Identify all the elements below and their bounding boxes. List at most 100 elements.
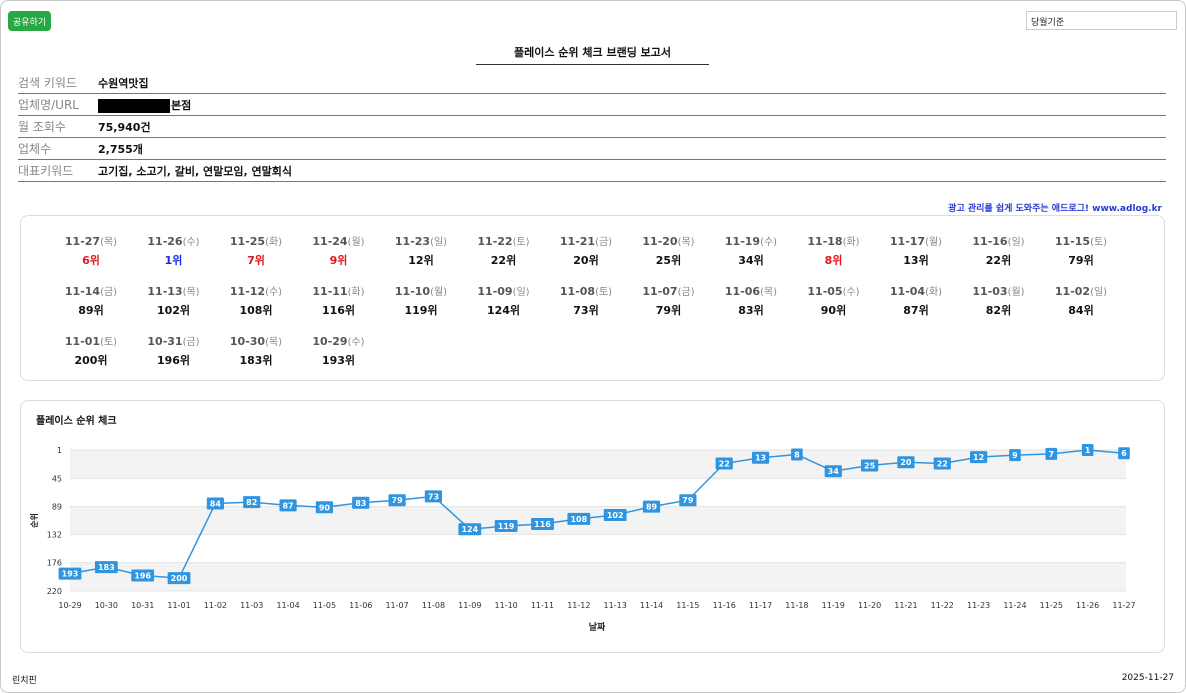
rank-date: 11-06(목) bbox=[711, 283, 791, 298]
rank-value: 79위 bbox=[1068, 254, 1094, 267]
y-tick-label: 45 bbox=[52, 474, 62, 483]
rank-date: 11-21(금) bbox=[546, 233, 626, 248]
share-button[interactable]: 공유하기 bbox=[8, 11, 51, 31]
business-name-suffix: 본점 bbox=[171, 99, 192, 112]
rank-value: 79위 bbox=[655, 304, 682, 317]
x-tick-label: 11-17 bbox=[749, 601, 772, 610]
x-tick-label: 11-12 bbox=[567, 601, 590, 610]
data-point-marker bbox=[1118, 447, 1130, 460]
data-label: 119 bbox=[498, 522, 515, 531]
info-label: 월 조회수 bbox=[18, 120, 66, 134]
rank-value: 82위 bbox=[985, 304, 1012, 317]
data-label: 1 bbox=[1085, 446, 1091, 455]
rank-date-text: 11-10 bbox=[394, 285, 431, 298]
data-point-marker bbox=[715, 457, 733, 470]
data-point-marker bbox=[1045, 447, 1058, 460]
data-point-marker bbox=[791, 448, 803, 461]
rank-cell: 11-17(월) 13위 bbox=[876, 233, 956, 268]
data-label: 193 bbox=[62, 570, 79, 579]
rank-date: 11-01(토) bbox=[51, 333, 131, 348]
rank-value: 34위 bbox=[738, 254, 764, 267]
rank-cell: 11-03(월) 82위 bbox=[959, 283, 1039, 318]
data-label: 79 bbox=[392, 496, 404, 505]
data-label: 13 bbox=[755, 454, 766, 463]
data-point-marker bbox=[642, 500, 661, 513]
rank-date-text: 11-14 bbox=[64, 285, 101, 298]
data-point-marker bbox=[1009, 449, 1021, 462]
rank-weekday: (토) bbox=[100, 337, 118, 348]
rank-weekday: (목) bbox=[265, 337, 283, 348]
data-label: 7 bbox=[1049, 450, 1055, 459]
data-point-marker bbox=[315, 501, 334, 514]
rank-value: 20위 bbox=[573, 254, 599, 267]
x-tick-label: 11-27 bbox=[1112, 601, 1135, 610]
x-tick-label: 11-20 bbox=[858, 601, 881, 610]
rank-date-text: 11-19 bbox=[724, 235, 761, 248]
rank-date-text: 11-26 bbox=[147, 235, 183, 248]
info-row-business-count: 업체수 2,755개 bbox=[18, 140, 1166, 160]
data-point-marker bbox=[424, 490, 443, 503]
rank-value: 7위 bbox=[247, 254, 265, 267]
data-label: 20 bbox=[900, 458, 912, 467]
rank-weekday: (목) bbox=[100, 237, 118, 248]
rank-weekday: (화) bbox=[842, 237, 860, 248]
data-label: 25 bbox=[864, 461, 876, 470]
rank-value: 90위 bbox=[820, 304, 847, 317]
x-tick-label: 11-04 bbox=[276, 601, 299, 610]
data-label: 12 bbox=[973, 453, 984, 462]
data-point-marker bbox=[388, 494, 406, 507]
rank-cell: 11-26(수) 1위 bbox=[134, 233, 214, 268]
rank-date: 11-11(화) bbox=[299, 283, 379, 298]
rank-cell: 11-16(일) 22위 bbox=[959, 233, 1039, 268]
info-value: 2,755개 bbox=[98, 143, 143, 156]
rank-date: 11-02(일) bbox=[1041, 283, 1121, 298]
x-tick-label: 10-29 bbox=[58, 601, 81, 610]
rank-date-text: 11-18 bbox=[807, 235, 843, 248]
rank-cell: 11-09(일) 124위 bbox=[464, 283, 544, 318]
rank-value: 22위 bbox=[985, 254, 1012, 267]
rank-cell: 11-08(토) 73위 bbox=[546, 283, 626, 318]
rank-value: 116위 bbox=[321, 304, 356, 317]
data-point-marker bbox=[751, 451, 770, 464]
info-label: 대표키워드 bbox=[18, 164, 74, 178]
x-tick-label: 11-07 bbox=[385, 601, 408, 610]
data-point-marker bbox=[167, 572, 191, 585]
rank-date: 10-29(수) bbox=[299, 333, 379, 348]
adlog-link[interactable]: 광고 관리를 쉽게 도와주는 애드로그! www.adlog.kr bbox=[948, 204, 1162, 214]
rank-cell: 11-07(금) 79위 bbox=[629, 283, 709, 318]
grid-band bbox=[70, 506, 1126, 535]
rank-value: 73위 bbox=[573, 304, 599, 317]
rank-cell: 10-30(목) 183위 bbox=[216, 333, 296, 368]
data-point-marker bbox=[58, 567, 82, 580]
rank-date-text: 11-12 bbox=[229, 285, 266, 298]
rank-cell: 11-13(목) 102위 bbox=[134, 283, 214, 318]
rank-date-text: 11-09 bbox=[477, 285, 513, 298]
rank-date-text: 11-17 bbox=[889, 235, 926, 248]
rank-weekday: (목) bbox=[182, 287, 200, 298]
rank-cell: 11-11(화) 116위 bbox=[299, 283, 379, 318]
data-point-marker bbox=[352, 496, 370, 509]
rank-value: 87위 bbox=[903, 304, 929, 317]
rank-date-text: 11-13 bbox=[147, 285, 183, 298]
rank-weekday: (일) bbox=[1090, 287, 1108, 298]
x-tick-label: 11-05 bbox=[313, 601, 336, 610]
rank-cell: 11-15(토) 79위 bbox=[1041, 233, 1121, 268]
rank-weekday: (수) bbox=[760, 237, 778, 248]
period-select[interactable]: 당월기준 bbox=[1026, 11, 1177, 30]
data-label: 108 bbox=[570, 515, 587, 524]
rank-date: 11-18(화) bbox=[794, 233, 874, 248]
x-tick-label: 11-26 bbox=[1076, 601, 1099, 610]
rank-cell: 10-31(금) 196위 bbox=[134, 333, 214, 368]
rank-weekday: (목) bbox=[677, 237, 695, 248]
data-label: 200 bbox=[171, 574, 188, 583]
data-label: 22 bbox=[937, 460, 948, 469]
data-label: 9 bbox=[1012, 451, 1018, 460]
info-label: 업체명/URL bbox=[18, 98, 79, 112]
rank-cell: 11-21(금) 20위 bbox=[546, 233, 626, 268]
grid-band bbox=[70, 562, 1126, 591]
data-label: 116 bbox=[534, 520, 551, 529]
data-point-marker bbox=[933, 457, 951, 470]
x-tick-label: 10-30 bbox=[95, 601, 118, 610]
x-tick-label: 11-25 bbox=[1040, 601, 1063, 610]
rank-weekday: (화) bbox=[925, 287, 943, 298]
